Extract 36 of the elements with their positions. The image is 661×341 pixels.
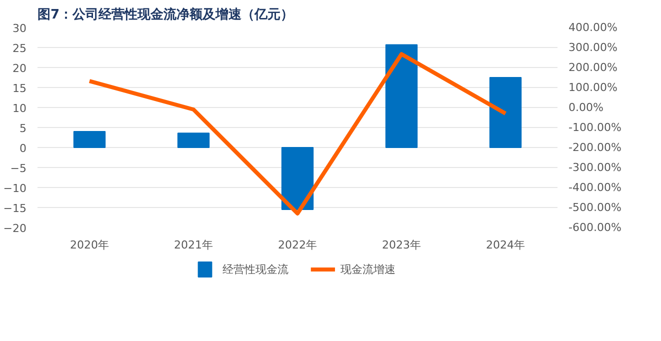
y2-tick-label: 100.00% xyxy=(568,81,618,94)
y2-tick-label: -600.00% xyxy=(568,221,622,234)
y-tick-label: 5 xyxy=(20,122,26,135)
y-tick-label: −15 xyxy=(3,202,27,215)
y-tick-label: 20 xyxy=(12,62,27,75)
bar xyxy=(73,131,106,148)
y2-tick-label: -200.00% xyxy=(568,141,622,154)
y-tick-label: −10 xyxy=(3,182,27,195)
y2-tick-label: -100.00% xyxy=(568,121,622,134)
chart-title: 图7：公司经营性现金流净额及增速（亿元） xyxy=(38,6,294,22)
x-tick-label: 2024年 xyxy=(486,238,526,252)
y2-tick-label: 400.00% xyxy=(568,21,618,34)
bar xyxy=(489,77,522,148)
y-tick-label: 25 xyxy=(12,42,27,55)
line-series xyxy=(88,52,508,216)
x-tick-label: 2023年 xyxy=(382,238,422,252)
bar xyxy=(281,147,314,210)
y2-tick-label: 0.00% xyxy=(568,101,604,114)
y2-tick-label: -500.00% xyxy=(568,201,622,214)
y-tick-label: 0 xyxy=(20,142,26,155)
x-tick-label: 2021年 xyxy=(174,238,214,252)
x-tick-label: 2022年 xyxy=(278,238,318,252)
y-tick-label: −5 xyxy=(10,162,27,175)
y2-tick-label: -300.00% xyxy=(568,161,622,174)
bar xyxy=(177,132,210,148)
y2-tick-label: 300.00% xyxy=(568,41,618,54)
y-tick-label: −20 xyxy=(3,222,27,235)
y2-tick-label: 200.00% xyxy=(568,61,618,74)
legend-label: 现金流增速 xyxy=(340,263,396,276)
y-tick-label: 10 xyxy=(12,102,27,115)
x-tick-label: 2020年 xyxy=(70,238,110,252)
y-tick-label: 30 xyxy=(12,22,27,35)
bar xyxy=(385,44,418,148)
y-tick-label: 15 xyxy=(12,82,27,95)
legend-label: 经营性现金流 xyxy=(222,263,288,276)
y2-tick-label: -400.00% xyxy=(568,181,622,194)
